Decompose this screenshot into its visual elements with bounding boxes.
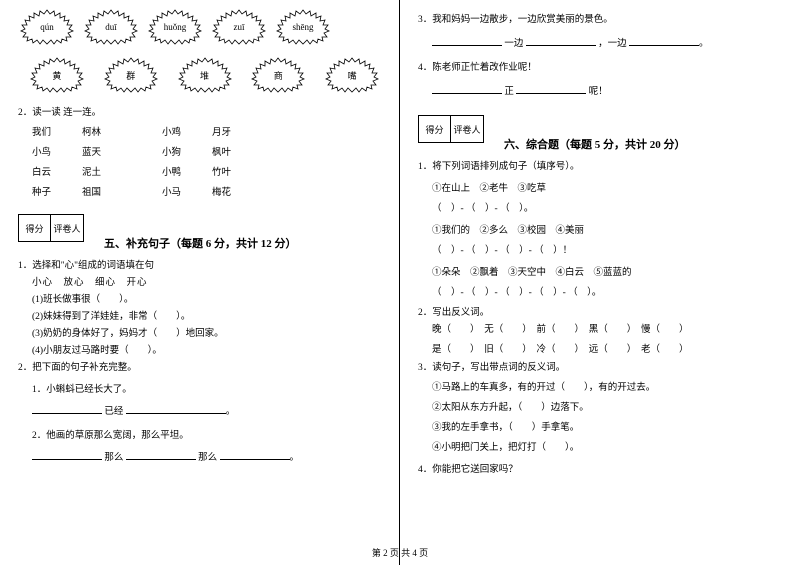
s6-g3-paren: （ ）- （ ）- （ ）- （ ）- （ ）。	[418, 284, 782, 298]
burst-hanzi: 黄	[28, 56, 86, 94]
mid-text: 一边	[504, 39, 523, 49]
burst-text: 商	[274, 69, 283, 82]
match-cell: 小狗	[162, 144, 212, 158]
match-cell: 小鸟	[32, 144, 82, 158]
page-footer: 第 2 页 共 4 页	[0, 546, 800, 559]
s5-item: (4)小朋友过马路时要（ ）。	[18, 342, 381, 356]
burst-pinyin: huǒng	[146, 8, 204, 46]
s5-sub2: 2．他画的草原那么宽阔，那么平坦。	[18, 427, 381, 441]
s5-blank-line2: 那么 那么 。	[18, 449, 381, 463]
burst-pinyin: qún	[18, 8, 76, 46]
burst-text: zuī	[234, 22, 245, 32]
blank	[220, 450, 290, 460]
right-q3: 3．我和妈妈一边散步，一边欣赏美丽的景色。	[418, 11, 782, 25]
s6-q2: 2．写出反义词。	[418, 304, 782, 318]
burst-text: 黄	[52, 69, 61, 82]
s6-q2-line2: 是（ ） 旧（ ） 冷（ ） 远（ ） 老（ ）	[418, 341, 782, 355]
s6-g1: ①在山上 ②老牛 ③吃草	[418, 180, 782, 194]
burst-pinyin: zuī	[210, 8, 268, 46]
burst-text: shēng	[293, 22, 314, 32]
match-cell: 我们	[32, 124, 82, 138]
match-cell: 祖国	[82, 184, 162, 198]
blank	[126, 404, 226, 414]
hanzi-burst-row: 黄 群 堆 商 嘴	[28, 56, 381, 94]
match-cell: 种子	[32, 184, 82, 198]
match-cell: 竹叶	[212, 164, 262, 178]
mid-text: ，一边	[598, 39, 627, 49]
pinyin-burst-row: qún duī huǒng zuī shēng	[18, 8, 381, 46]
match-cell: 月牙	[212, 124, 262, 138]
blank	[126, 450, 196, 460]
s5-item: (2)妹妹得到了洋娃娃，非常（ ）。	[18, 308, 381, 322]
match-cell: 白云	[32, 164, 82, 178]
score-cell: 评卷人	[451, 116, 483, 142]
match-cell: 蓝天	[82, 144, 162, 158]
burst-text: 堆	[200, 69, 209, 82]
s5-q1: 1．选择和"心"组成的词语填在句	[18, 257, 381, 271]
score-box: 得分 评卷人	[18, 214, 84, 242]
s6-q3-item: ②太阳从东方升起，（ ）边落下。	[418, 399, 782, 413]
q2-label: 2．读一读 连一连。	[18, 104, 381, 118]
s6-q3-item: ③我的左手拿书，（ ）手拿笔。	[418, 419, 782, 433]
s6-g2-paren: （ ）- （ ）- （ ）- （ ）！	[418, 242, 782, 256]
mid-text: 正	[504, 87, 514, 97]
right-q3-blank: 一边 ，一边 。	[418, 35, 782, 49]
match-cell: 梅花	[212, 184, 262, 198]
match-cell: 小马	[162, 184, 212, 198]
blank	[629, 36, 699, 46]
match-cell: 泥土	[82, 164, 162, 178]
blank	[432, 36, 502, 46]
right-q4-blank: 正 呢！	[418, 83, 782, 97]
blank	[32, 450, 102, 460]
match-cell: 柯林	[82, 124, 162, 138]
s6-g3: ①朵朵 ②飘着 ③天空中 ④白云 ⑤蓝蓝的	[418, 264, 782, 278]
s6-q2-line1: 晚（ ） 无（ ） 前（ ） 黑（ ） 慢（ ）	[418, 321, 782, 335]
score-box: 得分 评卷人	[418, 115, 484, 143]
s6-q3-item: ①马路上的车真多，有的开过（ ），有的开过去。	[418, 379, 782, 393]
s6-q3: 3．读句子，写出带点词的反义词。	[418, 359, 782, 373]
mid-text: 呢！	[589, 87, 608, 97]
left-column: qún duī huǒng zuī shēng 黄 群 堆 商 嘴 2．读一读 …	[0, 0, 400, 565]
right-column: 3．我和妈妈一边散步，一边欣赏美丽的景色。 一边 ，一边 。 4．陈老师正忙着改…	[400, 0, 800, 565]
mid-text: 已经	[104, 407, 123, 417]
burst-hanzi: 商	[249, 56, 307, 94]
match-grid: 我们 小鸟 白云 种子 柯林 蓝天 泥土 祖国 小鸡 小狗 小鸭 小马 月牙 枫…	[18, 124, 381, 198]
burst-pinyin: shēng	[274, 8, 332, 46]
burst-text: 嘴	[348, 69, 357, 82]
burst-hanzi: 群	[102, 56, 160, 94]
blank	[432, 84, 502, 94]
s6-g2: ①我们的 ②多么 ③校园 ④美丽	[418, 222, 782, 236]
s5-q2: 2．把下面的句子补充完整。	[18, 359, 381, 373]
score-cell: 评卷人	[51, 215, 83, 241]
mid-text: 那么	[198, 453, 217, 463]
match-cell: 小鸡	[162, 124, 212, 138]
score-cell: 得分	[419, 116, 451, 142]
s6-q1: 1．将下列词语排列成句子（填序号）。	[418, 158, 782, 172]
s6-q3-item: ④小明把门关上，把灯打（ ）。	[418, 439, 782, 453]
s6-q4: 4．你能把它送回家吗？	[418, 461, 782, 475]
match-cell: 枫叶	[212, 144, 262, 158]
burst-text: qún	[40, 22, 54, 32]
burst-pinyin: duī	[82, 8, 140, 46]
score-cell: 得分	[19, 215, 51, 241]
s5-item: (3)奶奶的身体好了，妈妈才（ ）地回家。	[18, 325, 381, 339]
mid-text: 那么	[104, 453, 123, 463]
burst-hanzi: 堆	[176, 56, 234, 94]
s5-item: (1)班长做事很（ ）。	[18, 291, 381, 305]
s6-g1-paren: （ ）- （ ）- （ ）。	[418, 200, 782, 214]
burst-text: 群	[126, 69, 135, 82]
right-q4: 4．陈老师正忙着改作业呢！	[418, 59, 782, 73]
blank	[32, 404, 102, 414]
burst-text: huǒng	[164, 22, 187, 32]
burst-text: duī	[105, 22, 117, 32]
burst-hanzi: 嘴	[323, 56, 381, 94]
blank	[516, 84, 586, 94]
s5-sub1: 1．小蝌蚪已经长大了。	[18, 381, 381, 395]
blank	[526, 36, 596, 46]
match-cell: 小鸭	[162, 164, 212, 178]
s5-blank-line1: 已经 。	[18, 403, 381, 417]
s5-options: 小心 放心 细心 开心	[18, 274, 381, 288]
